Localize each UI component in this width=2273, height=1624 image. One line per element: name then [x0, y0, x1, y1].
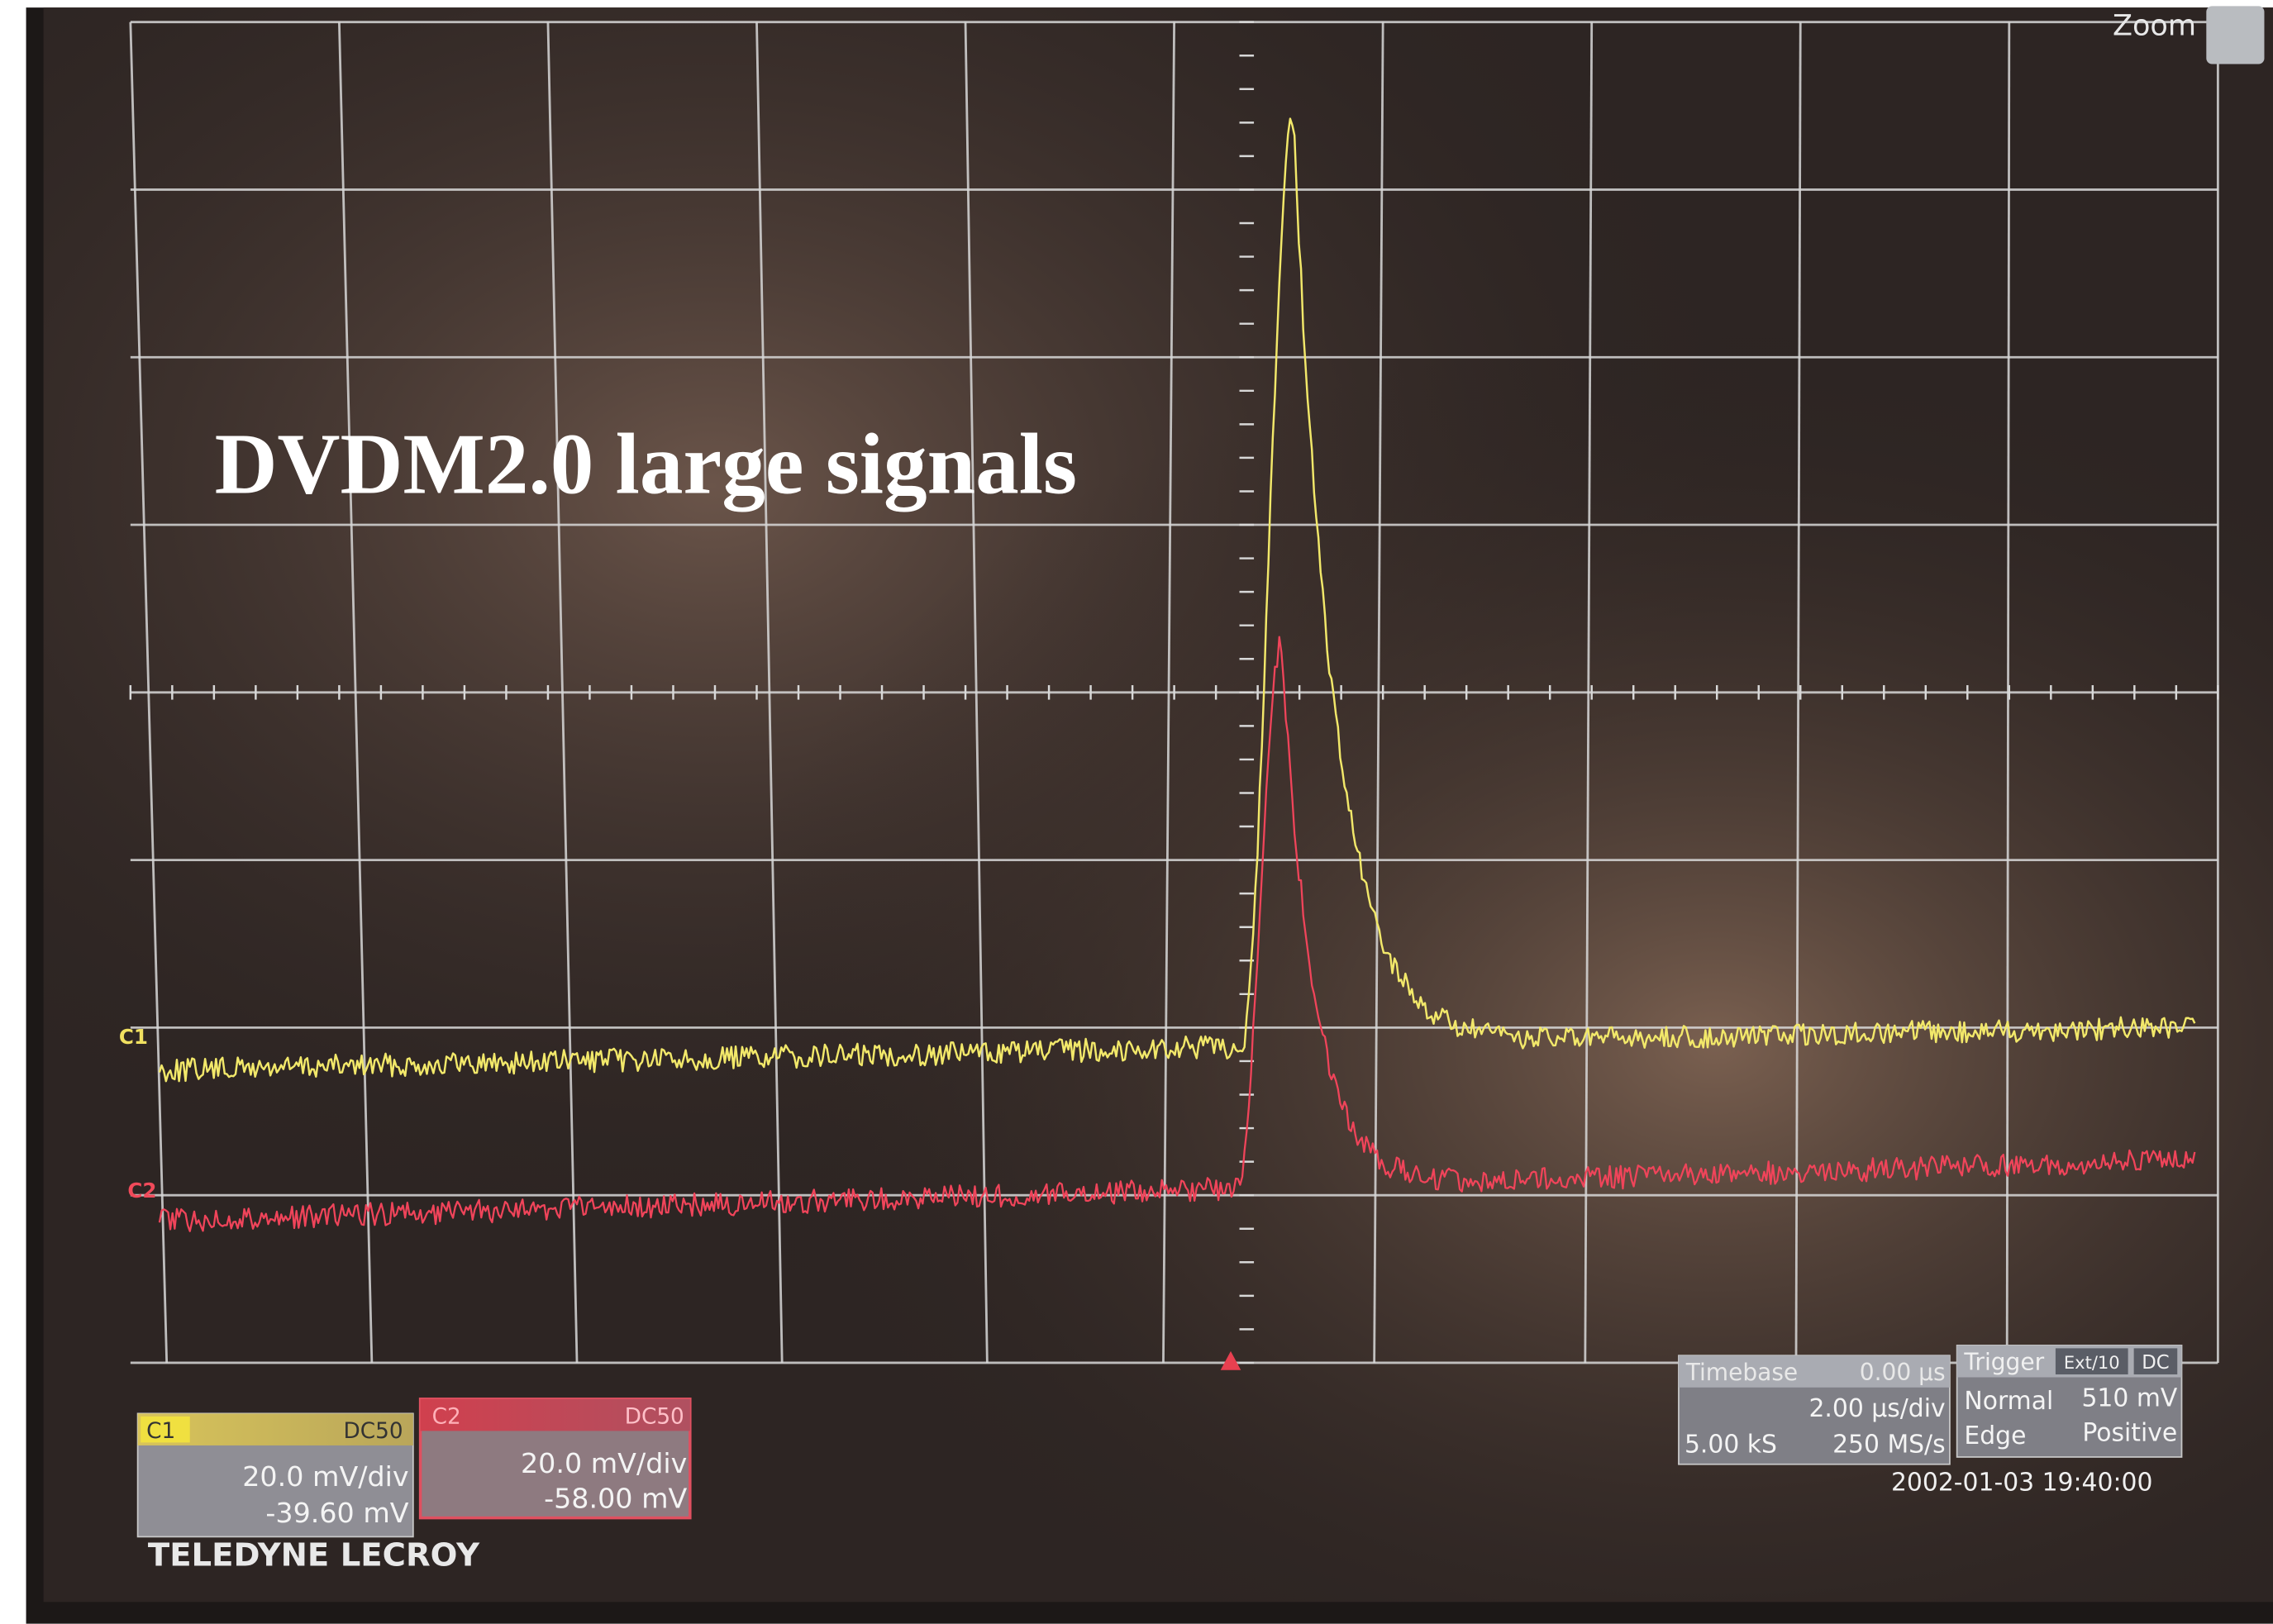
trigger-label: Trigger: [1963, 1349, 2044, 1376]
waveform: [158, 636, 2196, 1232]
c2-marker: C2: [127, 1179, 156, 1203]
waveform: [158, 117, 2196, 1083]
c1-name: C1: [146, 1419, 175, 1444]
brand: TELEDYNE LECROY: [148, 1536, 480, 1574]
c1-descriptor[interactable]: C1 DC50 20.0 mV/div -39.60 mV: [136, 1412, 414, 1538]
trigger-marker: [1220, 1350, 1241, 1370]
trigger-source: Ext/10: [2064, 1352, 2120, 1373]
timestamp: 2002-01-03 19:40:00: [1891, 1468, 2152, 1497]
c1-offset: -39.60 mV: [265, 1497, 408, 1529]
timebase-delay: 0.00 µs: [1860, 1359, 1946, 1386]
c1-tag: [141, 1416, 190, 1443]
timebase-samples: 5.00 kS: [1684, 1431, 1777, 1460]
menu-zoom[interactable]: Zoom: [2113, 8, 2196, 42]
c2-header: [420, 1398, 690, 1431]
timebase-scale: 2.00 µs/div: [1808, 1394, 1945, 1423]
timebase-label: Timebase: [1685, 1359, 1799, 1386]
trigger-slope: Positive: [2082, 1419, 2177, 1448]
c1-scale: 20.0 mV/div: [242, 1460, 408, 1493]
trigger-type: Edge: [1964, 1422, 2026, 1450]
trigger-mode: Normal: [1964, 1387, 2053, 1416]
trigger-coupling-tag: [2133, 1348, 2178, 1374]
c2-scale: 20.0 mV/div: [521, 1447, 687, 1479]
c1-marker: C1: [119, 1025, 148, 1049]
timebase-header: [1678, 1355, 1950, 1388]
timebase-descriptor[interactable]: Timebase 0.00 µs 2.00 µs/div 5.00 kS 250…: [1678, 1355, 1951, 1465]
timebase-rate: 250 MS/s: [1832, 1431, 1946, 1460]
trigger-level: 510 mV: [2081, 1384, 2177, 1413]
overlay-title: DVDM2.0 large signals: [215, 416, 1077, 512]
menu-button[interactable]: [2206, 6, 2265, 64]
trigger-descriptor[interactable]: Trigger Ext/10 DC Normal 510 mV Edge Pos…: [1956, 1345, 2183, 1458]
c2-offset: -58.00 mV: [544, 1482, 687, 1514]
traces: [158, 117, 2196, 1232]
graticule: [129, 21, 2219, 1364]
c2-descriptor[interactable]: C2 DC50 20.0 mV/div -58.00 mV: [418, 1398, 692, 1520]
c2-coupling: DC50: [625, 1405, 684, 1430]
reflection: [43, 7, 2273, 1603]
trigger-coupling: DC: [2142, 1352, 2169, 1374]
trigger-source-tag: [2055, 1348, 2128, 1374]
c1-coupling: DC50: [343, 1419, 403, 1444]
c2-name: C2: [432, 1405, 461, 1430]
